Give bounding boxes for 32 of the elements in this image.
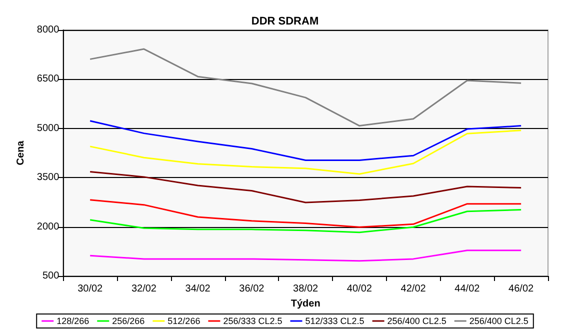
y-tick-label: 8000 <box>36 24 60 36</box>
chart-title: DDR SDRAM <box>251 16 319 28</box>
x-axis-title: Týden <box>290 298 320 310</box>
y-tick-label: 2000 <box>36 221 60 232</box>
line-series <box>89 48 522 127</box>
legend-label: 256/266 <box>112 316 145 326</box>
x-tick-label: 44/02 <box>454 284 480 294</box>
line-series <box>89 250 522 262</box>
x-tick-label: 32/02 <box>131 284 157 294</box>
x-tick-label: 36/02 <box>239 284 265 294</box>
legend-label: 256/400 CL2.5 <box>387 316 446 326</box>
y-tick-label: 5000 <box>36 122 60 134</box>
legend-label: 128/266 <box>56 316 90 326</box>
y-axis-title: Cena <box>16 140 26 166</box>
x-tick-label: 34/02 <box>185 284 211 294</box>
y-tick-label: 500 <box>42 270 60 282</box>
line-series <box>89 208 522 234</box>
legend-label: 512/333 CL2.5 <box>305 316 364 326</box>
x-tick-label: 42/02 <box>400 284 426 294</box>
legend-label: 256/333 CL2.5 <box>223 316 282 326</box>
legend-label: 512/266 <box>168 316 200 326</box>
x-tick-label: 30/02 <box>78 284 104 294</box>
y-tick-label: 6500 <box>36 74 60 85</box>
line-series <box>89 130 522 175</box>
x-tick-label: 38/02 <box>293 284 319 294</box>
y-tick-label: 3500 <box>36 172 60 184</box>
legend-label: 256/400 CL2.5 <box>469 316 528 326</box>
line-series <box>89 170 522 204</box>
line-series <box>89 199 522 228</box>
x-tick-label: 40/02 <box>346 284 372 294</box>
line-series <box>89 120 522 161</box>
x-tick-label: 46/02 <box>508 284 534 294</box>
